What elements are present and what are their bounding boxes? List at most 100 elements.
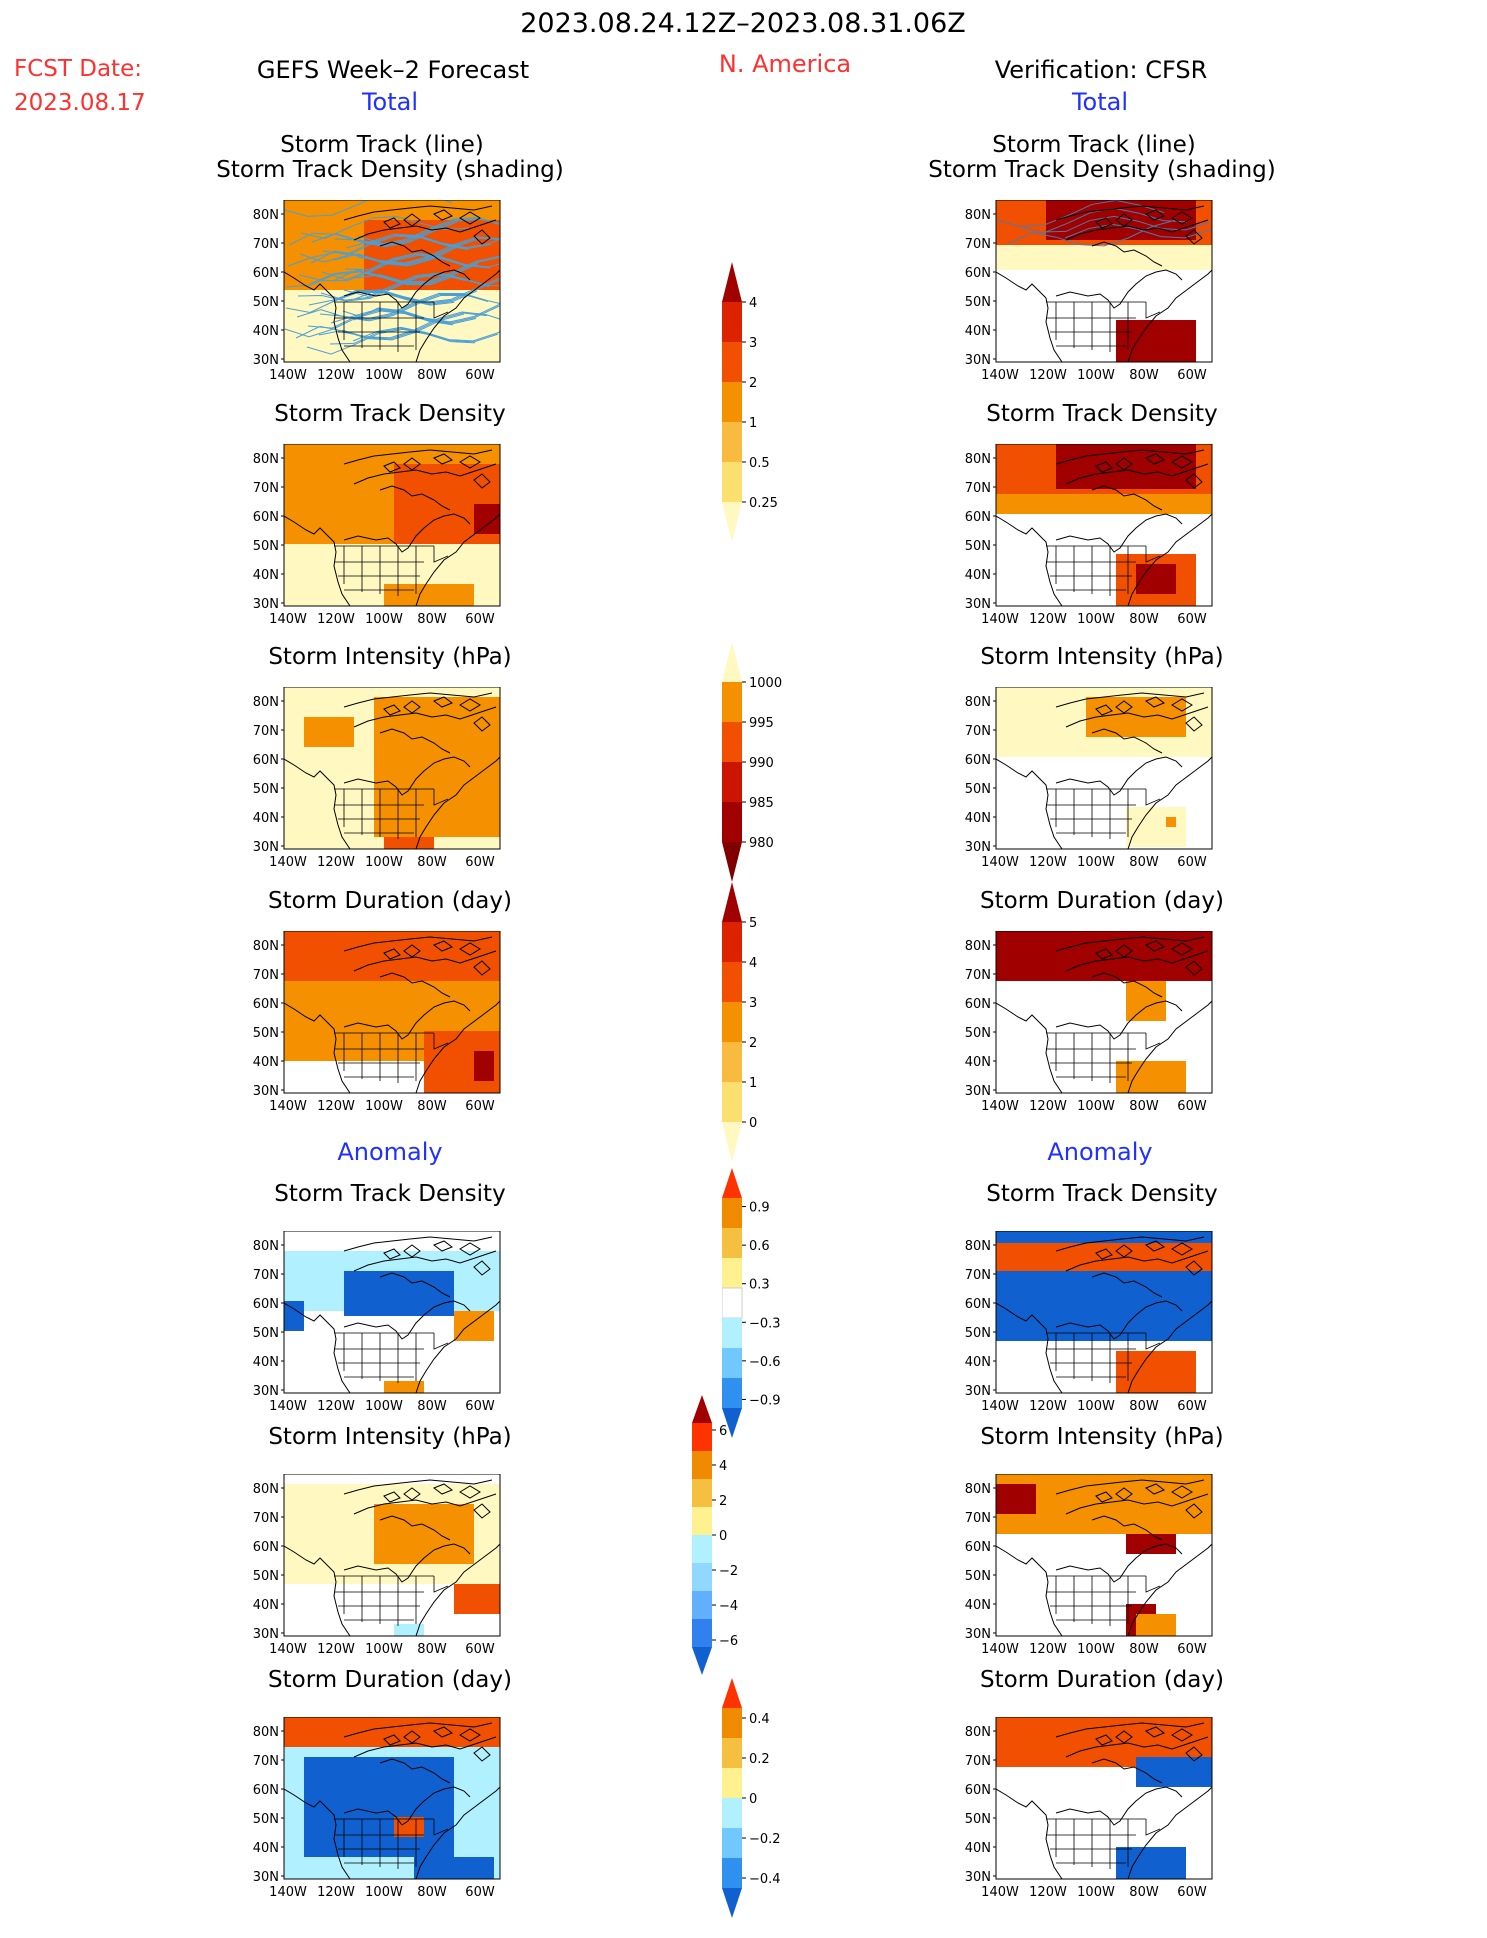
coastline	[284, 692, 500, 849]
lon-tick-label: 120W	[317, 1642, 355, 1657]
lon-tick-label: 100W	[365, 368, 403, 383]
lon-tick-label: 100W	[1077, 1885, 1115, 1900]
lat-tick-label: 30N	[965, 1870, 991, 1885]
storm-track-lines	[996, 200, 1212, 247]
colorbar-segment	[722, 1287, 743, 1319]
title-right-track-shading: Storm Track Density (shading)	[928, 157, 1276, 183]
title-left-anom-duration: Storm Duration (day)	[268, 1667, 512, 1693]
colorbar-anom-duration: 0.4 0.2 0 −0.2 −0.4	[722, 1678, 781, 1918]
map-frame	[995, 1231, 1213, 1394]
lat-tick-label: 30N	[965, 840, 991, 855]
lat-tick-label: 40N	[965, 1355, 991, 1370]
colorbar-segment	[722, 962, 742, 1002]
title-right-duration: Storm Duration (day)	[980, 888, 1224, 914]
right-anomaly-label: Anomaly	[1047, 1138, 1153, 1166]
lat-tick-label: 60N	[253, 997, 279, 1012]
shading-cell	[1136, 1757, 1212, 1787]
colorbar-total-density: 4 3 2 1 0.5 0.25	[722, 262, 778, 542]
lat-tick-label: 50N	[253, 1026, 279, 1041]
lat-tick-label: 60N	[965, 1783, 991, 1798]
lat-tick-label: 40N	[253, 324, 279, 339]
lon-tick-label: 120W	[1029, 1642, 1067, 1657]
lon-tick-label: 120W	[317, 855, 355, 870]
lat-tick-label: 60N	[253, 510, 279, 525]
lon-tick-label: 80W	[417, 1099, 447, 1114]
colorbar-label: 4	[749, 956, 757, 971]
title-right-anom-density: Storm Track Density	[986, 1181, 1218, 1207]
arctic-islands	[1095, 453, 1203, 489]
title-right-intensity: Storm Intensity (hPa)	[980, 644, 1224, 670]
period-title: 2023.08.24.12Z–2023.08.31.06Z	[520, 8, 966, 39]
lat-tick-label: 50N	[253, 1569, 279, 1584]
lon-tick-label: 80W	[1129, 1642, 1159, 1657]
lat-tick-label: 60N	[253, 1297, 279, 1312]
colorbar-label: 0.25	[749, 496, 778, 511]
lat-tick-label: 40N	[253, 1355, 279, 1370]
shading-cell	[474, 1051, 494, 1081]
colorbar-label: 4	[749, 296, 757, 311]
lat-tick-label: 50N	[965, 295, 991, 310]
colorbar-segment	[692, 1619, 712, 1647]
map-frame	[995, 444, 1213, 607]
left-total-label: Total	[361, 88, 419, 116]
colorbar-segment	[722, 1738, 742, 1768]
lon-tick-label: 120W	[1029, 368, 1067, 383]
title-left-density: Storm Track Density	[274, 401, 506, 427]
shading-cell	[1126, 981, 1166, 1021]
lat-tick-label: 80N	[965, 695, 991, 710]
lat-tick-label: 30N	[965, 353, 991, 368]
lon-tick-label: 100W	[365, 612, 403, 627]
colorbar-label: −0.6	[749, 1355, 781, 1370]
us-state-borders	[334, 1332, 449, 1383]
coastline	[996, 449, 1212, 606]
lat-tick-label: 30N	[253, 597, 279, 612]
lat-tick-label: 50N	[253, 1326, 279, 1341]
colorbar-total-duration: 5 4 3 2 1 0	[722, 882, 757, 1162]
arctic-islands	[1095, 1483, 1203, 1519]
colorbar-segment	[722, 1002, 742, 1042]
shading-cell	[384, 837, 434, 849]
colorbar-anom-intensity: 6 4 2 0 −2 −4 −6	[692, 1395, 738, 1675]
lon-tick-label: 60W	[1177, 368, 1207, 383]
shading-cell	[996, 1271, 1212, 1341]
map-frame	[283, 931, 501, 1094]
colorbar-segment	[692, 1395, 712, 1423]
arctic-islands	[383, 1726, 491, 1762]
title-right-anom-intensity: Storm Intensity (hPa)	[980, 1424, 1224, 1450]
lat-tick-label: 50N	[965, 539, 991, 554]
coastline	[284, 1722, 500, 1879]
lat-tick-label: 80N	[965, 1482, 991, 1497]
lat-tick-label: 30N	[965, 1384, 991, 1399]
colorbar-segment	[722, 262, 742, 302]
shading-cell	[996, 1231, 1212, 1243]
colorbar-segment	[722, 1858, 742, 1888]
us-state-borders	[334, 1575, 449, 1626]
colorbar-segment	[722, 1678, 742, 1708]
lon-tick-label: 100W	[365, 1885, 403, 1900]
arctic-islands	[1095, 209, 1203, 245]
colorbar-label: 0.2	[749, 1752, 770, 1767]
shading-cell	[1126, 807, 1186, 847]
colorbar-label: −4	[719, 1599, 738, 1614]
lat-tick-label: 60N	[965, 753, 991, 768]
colorbar-segment	[722, 382, 742, 422]
title-left-intensity: Storm Intensity (hPa)	[268, 644, 512, 670]
lat-tick-label: 40N	[253, 1598, 279, 1613]
lon-tick-label: 80W	[1129, 1099, 1159, 1114]
lon-tick-label: 140W	[269, 855, 307, 870]
lon-tick-label: 120W	[317, 1399, 355, 1414]
title-left-anom-density: Storm Track Density	[274, 1181, 506, 1207]
lon-tick-label: 100W	[365, 1099, 403, 1114]
us-state-borders	[1046, 788, 1161, 839]
lat-tick-label: 60N	[965, 1540, 991, 1555]
colorbar-segment	[722, 1228, 742, 1258]
lat-tick-label: 40N	[253, 1055, 279, 1070]
lat-tick-label: 60N	[253, 266, 279, 281]
colorbar-label: 4	[719, 1459, 727, 1474]
lon-tick-label: 100W	[1077, 1399, 1115, 1414]
shading-cell	[454, 1311, 494, 1341]
